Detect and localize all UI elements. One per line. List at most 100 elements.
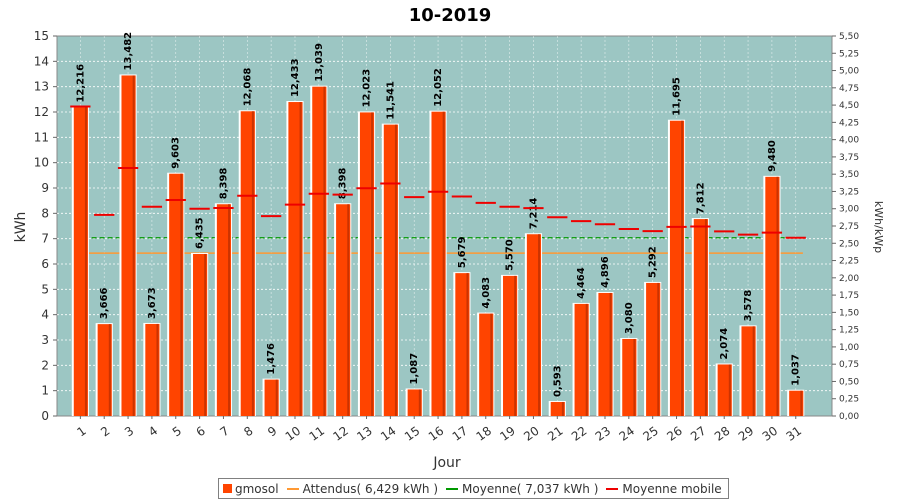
bar xyxy=(121,75,136,417)
y-tick-label: 10 xyxy=(34,156,49,170)
x-tick-label: 16 xyxy=(426,424,447,444)
y-tick-label: 8 xyxy=(41,206,49,220)
bar-shade xyxy=(561,401,564,416)
y2-tick-label: 0,50 xyxy=(839,377,859,387)
bar-value-label: 7,214 xyxy=(528,198,539,230)
bar-shade xyxy=(609,292,612,416)
bar-value-label: 8,398 xyxy=(218,168,229,200)
y-tick-label: 6 xyxy=(41,257,49,271)
bar-value-label: 12,433 xyxy=(290,58,301,97)
bar-shade xyxy=(180,173,183,416)
bar-shade xyxy=(442,111,445,416)
y-tick-label: 11 xyxy=(34,130,49,144)
y2-tick-label: 2,00 xyxy=(839,274,859,284)
bar xyxy=(193,253,208,416)
bar-shade xyxy=(228,204,231,416)
x-tick-label: 17 xyxy=(450,424,471,444)
x-tick-label: 9 xyxy=(265,424,279,440)
bar xyxy=(550,401,565,416)
y2-tick-label: 2,25 xyxy=(839,257,859,267)
bar-value-label: 4,464 xyxy=(576,267,587,299)
x-tick-label: 15 xyxy=(402,424,423,444)
x-tick-label: 25 xyxy=(640,424,661,444)
bar-value-label: 3,673 xyxy=(147,287,158,319)
bar-shade xyxy=(323,86,326,417)
chart-title: 10-2019 xyxy=(409,5,492,26)
bar-shade xyxy=(132,75,135,417)
bar xyxy=(216,204,232,416)
bar-shade xyxy=(299,102,302,416)
legend-swatch-moyenne-mobile xyxy=(606,487,619,490)
bar-shade xyxy=(84,107,87,416)
y2-tick-label: 0,75 xyxy=(839,360,859,370)
legend-label-attendus: Attendus( 6,429 kWh ) xyxy=(302,481,439,496)
y-tick-label: 15 xyxy=(34,29,49,43)
bar-value-label: 12,216 xyxy=(75,64,86,103)
y-tick-label: 13 xyxy=(34,80,49,94)
x-tick-label: 10 xyxy=(283,424,304,444)
bar xyxy=(145,323,160,416)
legend-swatch-attendus xyxy=(286,487,299,490)
bar xyxy=(646,282,661,416)
bar-value-label: 3,666 xyxy=(99,287,110,319)
legend-label-moyenne-mobile: Moyenne mobile xyxy=(622,481,722,496)
y2-tick-label: 1,00 xyxy=(839,343,859,353)
y2-tick-label: 0,00 xyxy=(839,412,859,422)
bar xyxy=(383,124,398,417)
bar-value-label: 13,039 xyxy=(314,43,325,82)
y2-tick-label: 5,00 xyxy=(839,67,859,77)
bar xyxy=(717,364,732,416)
legend-swatch-gmosol xyxy=(223,484,232,493)
x-tick-label: 18 xyxy=(474,424,495,444)
bar-value-label: 12,023 xyxy=(362,69,373,108)
x-tick-label: 27 xyxy=(688,424,709,444)
bar xyxy=(526,234,542,416)
x-tick-label: 3 xyxy=(122,424,136,440)
y-tick-label: 2 xyxy=(41,358,49,372)
y2-tick-label: 5,50 xyxy=(839,32,859,42)
y-tick-label: 4 xyxy=(41,308,49,322)
bar-shade xyxy=(585,303,588,416)
x-tick-label: 29 xyxy=(736,424,757,444)
bar-value-label: 9,603 xyxy=(171,137,182,169)
bar xyxy=(669,120,685,416)
x-tick-label: 30 xyxy=(760,424,781,444)
bar-value-label: 11,541 xyxy=(385,81,396,120)
bar-value-label: 1,037 xyxy=(791,354,802,386)
y-axis-label: kWh xyxy=(13,212,29,243)
legend-item-gmosol: gmosol xyxy=(223,482,279,496)
bar xyxy=(479,313,494,416)
y2-tick-label: 4,75 xyxy=(839,84,859,94)
x-tick-label: 20 xyxy=(521,424,542,444)
bar-value-label: 8,398 xyxy=(338,168,349,200)
x-tick-label: 28 xyxy=(712,424,733,444)
bar-value-label: 12,052 xyxy=(433,68,444,107)
x-tick-label: 21 xyxy=(545,424,566,444)
y-tick-label: 1 xyxy=(41,384,49,398)
bar-value-label: 4,083 xyxy=(481,277,492,309)
bar xyxy=(574,303,589,416)
bar xyxy=(169,173,184,416)
bar-shade xyxy=(490,313,493,416)
y2-tick-label: 3,25 xyxy=(839,187,859,197)
legend-label-moyenne: Moyenne( 7,037 kWh ) xyxy=(462,481,599,496)
x-tick-label: 11 xyxy=(307,424,328,444)
legend-swatch-moyenne xyxy=(446,487,459,490)
bar xyxy=(455,273,470,416)
x-tick-label: 8 xyxy=(241,424,255,440)
bar xyxy=(312,86,327,417)
bar-value-label: 11,695 xyxy=(672,77,683,116)
x-tick-label: 31 xyxy=(784,424,805,444)
y2-tick-label: 4,00 xyxy=(839,136,859,146)
bar xyxy=(97,324,112,416)
bar-shade xyxy=(275,379,278,416)
bar xyxy=(288,102,303,416)
bar-value-label: 13,482 xyxy=(123,32,134,71)
x-tick-label: 13 xyxy=(354,424,375,444)
bar-shade xyxy=(800,390,803,416)
bar xyxy=(503,275,518,416)
bar-shade xyxy=(108,324,111,416)
bar xyxy=(789,390,804,416)
